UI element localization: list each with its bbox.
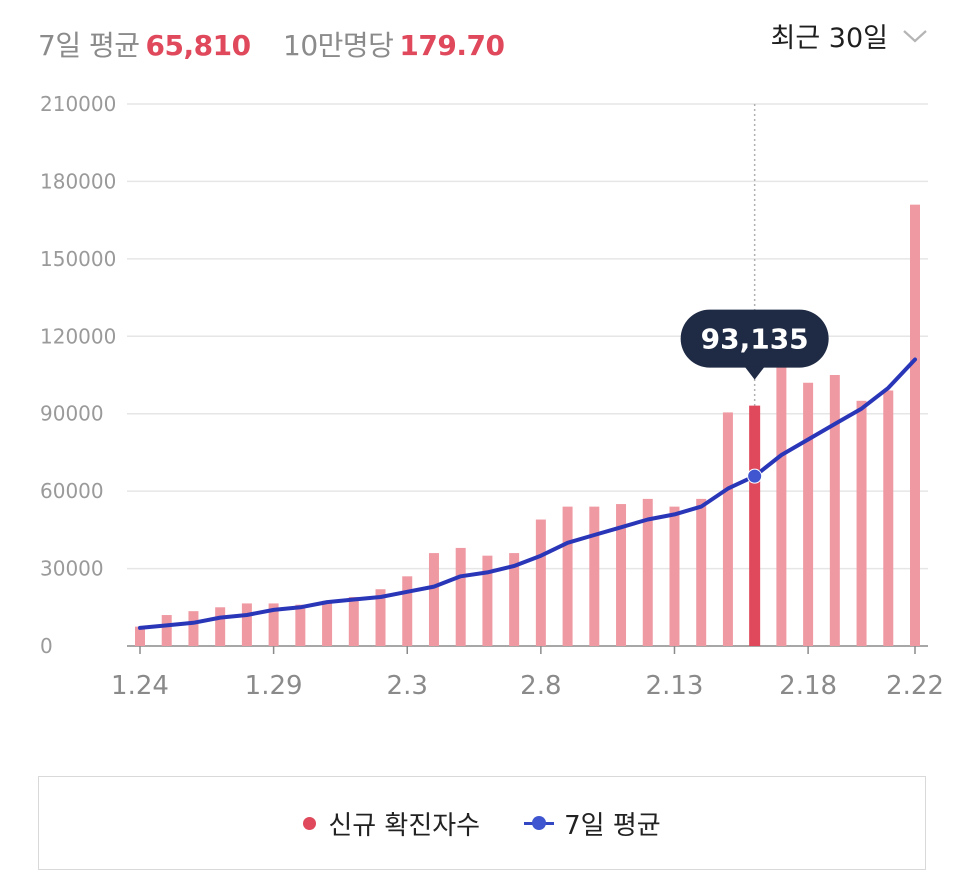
line-marker-icon	[524, 816, 555, 830]
per-100k-label: 10만명당	[283, 29, 394, 62]
bar	[883, 390, 894, 646]
bar	[776, 364, 787, 646]
average-point-marker	[747, 468, 763, 484]
bar	[696, 498, 707, 646]
legend-average-label: 7일 평균	[564, 810, 661, 841]
y-tick-label: 150000	[40, 247, 116, 271]
y-tick-label: 60000	[40, 479, 104, 503]
chart-legend: 신규 확진자수 7일 평균	[38, 776, 926, 870]
stats-header: 7일 평균 65,810 10만명당 179.70	[38, 10, 928, 62]
seven-day-average-stat: 7일 평균 65,810	[38, 24, 251, 64]
y-tick-label: 210000	[40, 92, 116, 116]
bar	[375, 589, 386, 646]
y-tick-label: 30000	[40, 557, 104, 581]
bar	[295, 604, 306, 646]
x-tick-label: 2.22	[886, 671, 944, 701]
tooltip-value: 93,135	[701, 323, 809, 356]
x-tick-label: 2.18	[779, 671, 837, 701]
period-dropdown[interactable]: 최근 30일	[771, 16, 928, 55]
bar	[749, 405, 761, 646]
legend-cases-label: 신규 확진자수	[328, 810, 481, 841]
bar	[562, 506, 573, 646]
bar	[455, 547, 466, 646]
chevron-down-icon	[903, 29, 927, 42]
per-100k-value: 179.70	[399, 29, 505, 62]
y-tick-label: 90000	[40, 402, 104, 426]
bar	[509, 553, 520, 646]
x-tick-label: 1.24	[111, 671, 169, 701]
bar	[322, 600, 333, 646]
x-tick-label: 2.3	[387, 671, 428, 701]
bar	[135, 626, 145, 646]
x-tick-label: 2.13	[646, 671, 704, 701]
bar	[669, 506, 680, 646]
bar	[829, 375, 840, 646]
y-tick-label: 180000	[40, 169, 116, 193]
per-100k-stat: 10만명당 179.70	[283, 24, 505, 64]
tooltip-bubble	[680, 309, 829, 368]
bar	[856, 400, 867, 646]
bar	[642, 498, 653, 646]
bar	[241, 603, 252, 646]
x-tick-label: 2.8	[520, 671, 561, 701]
seven-day-average-line	[138, 357, 917, 630]
cases-dot-icon	[303, 816, 317, 830]
bar	[482, 555, 493, 646]
bar	[589, 506, 600, 646]
seven-day-average-value: 65,810	[145, 29, 252, 62]
bar	[535, 519, 546, 646]
legend-item-average[interactable]: 7일 평균	[524, 805, 661, 842]
bar	[803, 382, 814, 646]
y-tick-label: 0	[40, 634, 53, 658]
y-tick-label: 120000	[40, 324, 116, 348]
bar	[910, 204, 920, 646]
cases-chart: 0 30000 60000 90000 120000 150000 180000 210000…	[40, 92, 944, 701]
bar	[161, 615, 172, 646]
bar	[215, 607, 226, 646]
bar	[188, 611, 199, 646]
legend-item-cases[interactable]: 신규 확진자수	[303, 805, 480, 842]
period-label: 최근 30일	[770, 23, 888, 54]
tooltip-pointer	[744, 366, 765, 380]
bar	[428, 553, 439, 646]
bar	[268, 603, 279, 646]
bar	[722, 412, 733, 646]
seven-day-average-label: 7일 평균	[38, 29, 140, 62]
bar	[616, 504, 627, 646]
bar	[348, 596, 359, 646]
x-tick-label: 1.29	[245, 671, 303, 701]
bar	[402, 576, 413, 646]
